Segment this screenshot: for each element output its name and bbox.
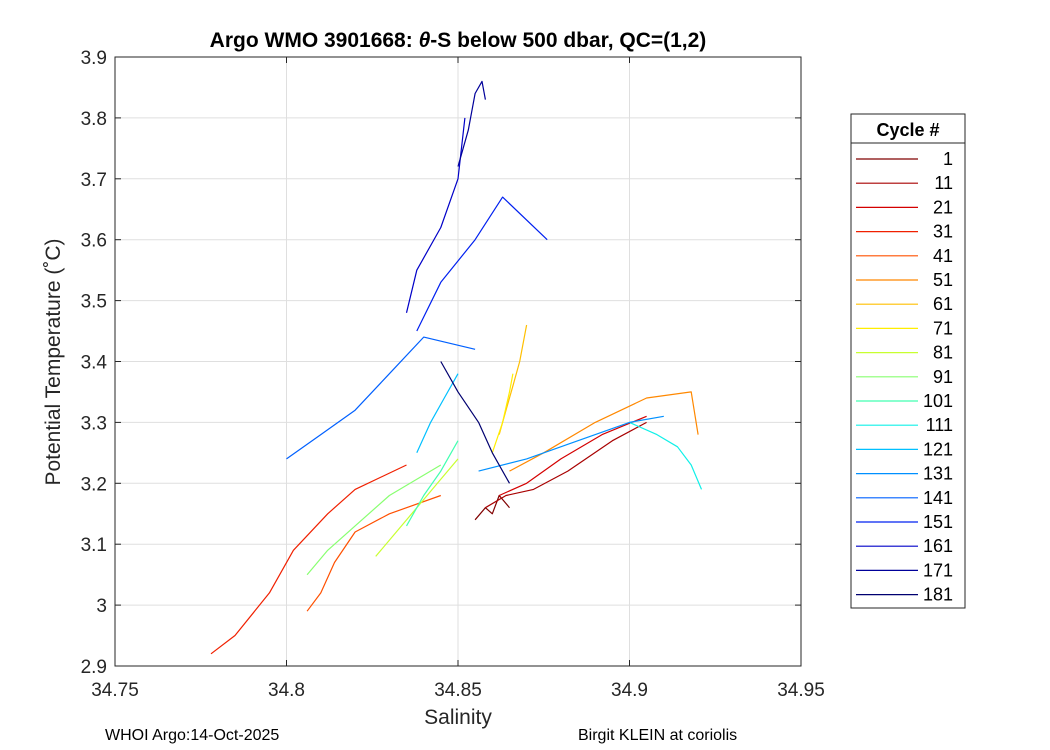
x-tick-label: 34.75 (91, 680, 139, 701)
legend-label: 91 (933, 367, 953, 387)
legend-label: 21 (933, 197, 953, 217)
legend: Cycle # 11121314151617181911011111211311… (851, 114, 965, 608)
legend-label: 51 (933, 270, 953, 290)
y-tick-label: 2.9 (81, 657, 107, 678)
legend-label: 61 (933, 294, 953, 314)
legend-label: 111 (926, 415, 953, 435)
y-tick-label: 3.3 (81, 413, 107, 434)
x-tick-label: 34.95 (777, 680, 825, 701)
legend-label: 71 (933, 318, 953, 338)
legend-label: 11 (934, 173, 953, 193)
y-tick-label: 3.5 (81, 292, 107, 313)
legend-label: 31 (933, 222, 953, 242)
x-tick-label: 34.9 (611, 680, 648, 701)
chart-title: Argo WMO 3901668: θ-S below 500 dbar, QC… (210, 29, 707, 52)
y-tick-label: 3.1 (81, 535, 107, 556)
y-tick-label: 3.2 (81, 474, 107, 495)
y-axis-label: Potential Temperature (˚C) (42, 238, 65, 485)
y-tick-label: 3.7 (81, 170, 107, 191)
legend-label: 171 (923, 560, 953, 580)
legend-label: 131 (923, 464, 953, 484)
legend-label: 41 (933, 246, 953, 266)
x-tick-label: 34.85 (434, 680, 482, 701)
y-tick-label: 3.8 (81, 109, 107, 130)
x-axis-label: Salinity (424, 706, 492, 729)
y-tick-label: 3 (96, 596, 107, 617)
y-tick-label: 3.9 (81, 48, 107, 69)
legend-title: Cycle # (876, 120, 939, 140)
x-tick-label: 34.8 (268, 680, 305, 701)
legend-label: 181 (923, 585, 953, 605)
theta-s-figure: Argo WMO 3901668: θ-S below 500 dbar, QC… (0, 0, 1050, 750)
footer-left: WHOI Argo:14-Oct-2025 (105, 727, 279, 744)
y-tick-label: 3.6 (81, 231, 107, 252)
legend-label: 121 (923, 439, 953, 459)
y-tick-label: 3.4 (81, 353, 108, 374)
legend-label: 101 (923, 391, 953, 411)
legend-label: 141 (923, 488, 953, 508)
legend-label: 81 (933, 343, 953, 363)
legend-label: 151 (923, 512, 953, 532)
footer-right: Birgit KLEIN at coriolis (578, 727, 737, 744)
legend-label: 1 (943, 149, 953, 169)
legend-label: 161 (923, 536, 953, 556)
